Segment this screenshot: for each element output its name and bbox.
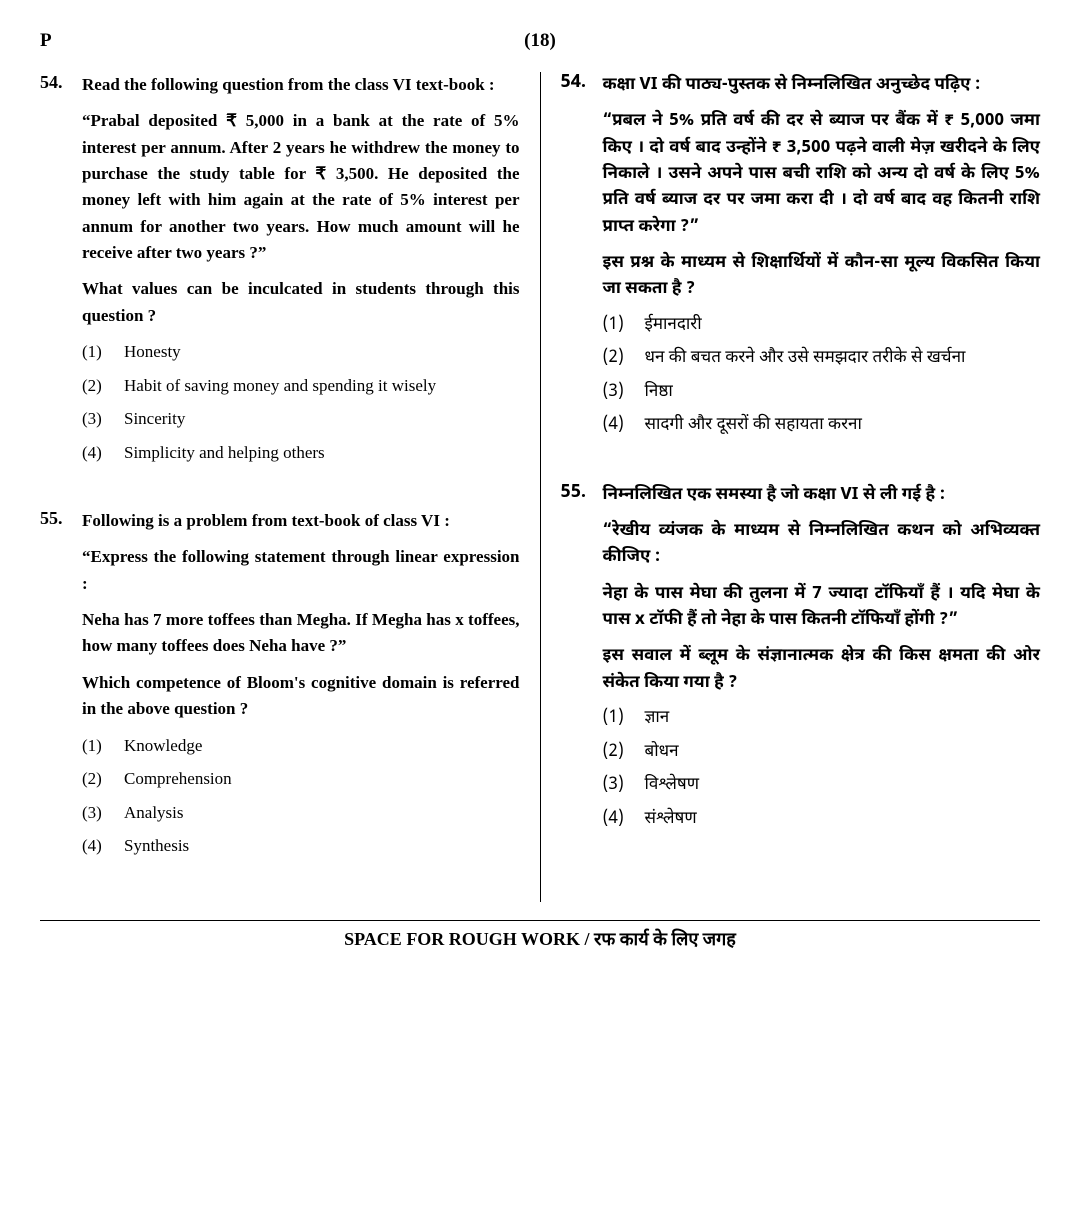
question-body: Following is a problem from text-book of… [82,508,520,866]
option-text: Honesty [124,339,520,365]
option-text: निष्ठा [645,380,1041,406]
question-number: 55. [561,482,603,840]
option-number: (2) [82,766,124,792]
option-text: विश्लेषण [645,773,1041,799]
option-2: (2) Comprehension [82,766,520,792]
question-sub: नेहा के पास मेघा की तुलना में 7 ज्यादा ट… [603,581,1041,634]
header-series-code: P [40,30,373,52]
option-4: (4) सादगी और दूसरों की सहायता करना [603,413,1041,439]
option-number: (1) [603,706,645,732]
question-55-en: 55. Following is a problem from text-boo… [40,508,520,866]
option-4: (4) Synthesis [82,833,520,859]
options-list: (1) ज्ञान (2) बोधन (3) विश्लेषण (4) संश्… [603,706,1041,832]
two-column-layout: 54. Read the following question from the… [40,72,1040,902]
option-number: (3) [82,406,124,432]
option-3: (3) Analysis [82,800,520,826]
option-number: (1) [603,313,645,339]
option-text: धन की बचत करने और उसे समझदार तरीके से खर… [645,346,1041,372]
option-text: Sincerity [124,406,520,432]
option-3: (3) विश्लेषण [603,773,1041,799]
option-number: (2) [82,373,124,399]
header-page-number: (18) [373,30,706,52]
question-prompt: What values can be inculcated in student… [82,276,520,329]
question-number: 54. [561,72,603,447]
option-text: Habit of saving money and spending it wi… [124,373,520,399]
option-1: (1) Honesty [82,339,520,365]
question-stem: Following is a problem from text-book of… [82,508,520,534]
question-quote: “Prabal deposited ₹ 5,000 in a bank at t… [82,108,520,266]
question-quote: “प्रबल ने 5% प्रति वर्ष की दर से ब्याज प… [603,108,1041,240]
question-sub: Neha has 7 more toffees than Megha. If M… [82,607,520,660]
hindi-column: 54. कक्षा VI की पाठ्य-पुस्तक से निम्नलिख… [541,72,1041,902]
option-text: Knowledge [124,733,520,759]
question-body: कक्षा VI की पाठ्य-पुस्तक से निम्नलिखित अ… [603,72,1041,447]
question-stem: Read the following question from the cla… [82,72,520,98]
option-2: (2) धन की बचत करने और उसे समझदार तरीके स… [603,346,1041,372]
option-2: (2) बोधन [603,740,1041,766]
options-list: (1) Honesty (2) Habit of saving money an… [82,339,520,465]
option-number: (4) [82,440,124,466]
option-text: Simplicity and helping others [124,440,520,466]
question-body: निम्नलिखित एक समस्या है जो कक्षा VI से ल… [603,482,1041,840]
option-4: (4) संश्लेषण [603,807,1041,833]
question-body: Read the following question from the cla… [82,72,520,473]
option-3: (3) निष्ठा [603,380,1041,406]
question-54-hi: 54. कक्षा VI की पाठ्य-पुस्तक से निम्नलिख… [561,72,1041,447]
option-number: (4) [82,833,124,859]
option-number: (4) [603,807,645,833]
options-list: (1) Knowledge (2) Comprehension (3) Anal… [82,733,520,859]
option-4: (4) Simplicity and helping others [82,440,520,466]
option-3: (3) Sincerity [82,406,520,432]
option-2: (2) Habit of saving money and spending i… [82,373,520,399]
option-number: (2) [603,740,645,766]
question-prompt: Which competence of Bloom's cognitive do… [82,670,520,723]
question-prompt: इस सवाल में ब्लूम के संज्ञानात्मक क्षेत्… [603,643,1041,696]
question-prompt: इस प्रश्न के माध्यम से शिक्षार्थियों में… [603,250,1041,303]
question-quote: “Express the following statement through… [82,544,520,597]
option-text: बोधन [645,740,1041,766]
option-number: (3) [603,773,645,799]
question-number: 54. [40,72,82,473]
question-stem: कक्षा VI की पाठ्य-पुस्तक से निम्नलिखित अ… [603,72,1041,98]
option-1: (1) ज्ञान [603,706,1041,732]
option-text: Synthesis [124,833,520,859]
english-column: 54. Read the following question from the… [40,72,541,902]
page-header: P (18) [40,30,1040,52]
option-number: (3) [82,800,124,826]
question-stem: निम्नलिखित एक समस्या है जो कक्षा VI से ल… [603,482,1041,508]
question-number: 55. [40,508,82,866]
option-number: (1) [82,339,124,365]
options-list: (1) ईमानदारी (2) धन की बचत करने और उसे स… [603,313,1041,439]
option-number: (3) [603,380,645,406]
option-1: (1) ईमानदारी [603,313,1041,339]
option-number: (4) [603,413,645,439]
option-text: Comprehension [124,766,520,792]
option-number: (2) [603,346,645,372]
rough-work-footer: SPACE FOR ROUGH WORK / रफ कार्य के लिए ज… [40,920,1040,951]
question-quote: “रेखीय व्यंजक के माध्यम से निम्नलिखित कथ… [603,518,1041,571]
option-text: संश्लेषण [645,807,1041,833]
question-55-hi: 55. निम्नलिखित एक समस्या है जो कक्षा VI … [561,482,1041,840]
option-number: (1) [82,733,124,759]
option-1: (1) Knowledge [82,733,520,759]
option-text: ईमानदारी [645,313,1041,339]
question-54-en: 54. Read the following question from the… [40,72,520,473]
option-text: Analysis [124,800,520,826]
option-text: सादगी और दूसरों की सहायता करना [645,413,1041,439]
option-text: ज्ञान [645,706,1041,732]
